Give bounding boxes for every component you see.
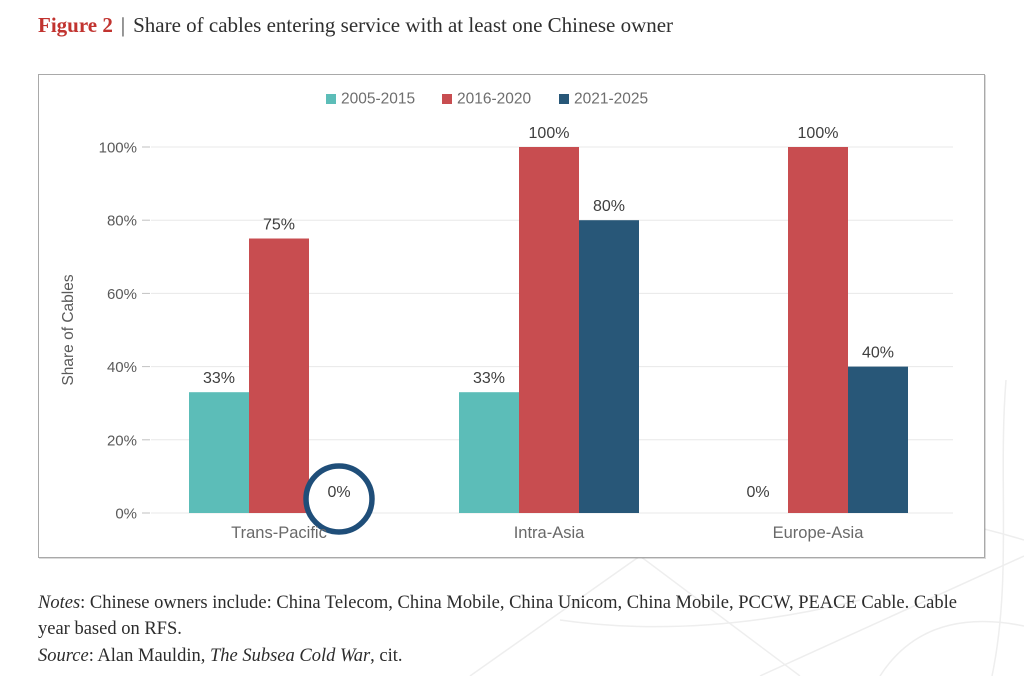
y-tick-label: 80% [107,213,137,230]
legend-swatch [326,94,336,104]
source-work-title: The Subsea Cold War [209,645,371,666]
source-label: Source [38,645,89,666]
bar-value-label: 33% [473,370,505,387]
y-tick-label: 0% [115,506,137,523]
bar-value-label: 40% [862,345,894,362]
bar-2005-2015-intra-asia [459,392,519,513]
bar-2016-2020-europe-asia [788,147,848,513]
bar-2016-2020-trans-pacific [249,238,309,513]
chart-panel: 0% 20% 40% 60% 80% 100% Share of Cables 2005-20… [38,74,985,558]
category-label-trans-pacific: Trans-Pacific [231,524,327,542]
y-tick-label: 40% [107,359,137,376]
legend-label: 2021-2025 [574,91,648,108]
zero-highlight-circle [303,463,375,535]
legend-label: 2005-2015 [341,91,415,108]
legend-item-2016-2020: 2016-2020 [442,91,532,108]
legend-item-2005-2015: 2005-2015 [326,91,415,108]
bar-2021-2025-europe-asia [848,366,908,513]
bar-2016-2020-intra-asia [519,147,579,513]
figure-number: Figure 2 [38,13,113,37]
legend-label: 2016-2020 [457,91,532,108]
bar-value-label: 33% [203,370,235,387]
y-axis-title: Share of Cables [60,274,77,385]
grouped-bar-chart: 0% 20% 40% 60% 80% 100% Share of Cables 2005-20… [39,75,984,557]
category-label-intra-asia: Intra-Asia [514,524,585,542]
figure-header: Figure 2 | Share of cables entering servic… [38,13,673,38]
notes-text: Notes: Chinese owners include: China Tel… [38,593,957,640]
y-tick-label: 60% [107,286,137,303]
legend-swatch [442,94,452,104]
bar-value-label: 75% [263,217,295,234]
bar-value-label: 100% [529,125,570,142]
bar-value-label: 0% [327,484,350,501]
y-tick-label: 20% [107,432,137,449]
figure-title: Share of cables entering service with at… [133,13,674,37]
category-label-europe-asia: Europe-Asia [773,524,865,542]
bar-value-label: 80% [593,198,625,215]
bar-value-label: 100% [798,125,839,142]
bar-value-label: 0% [746,484,769,501]
notes-label: Notes [38,593,81,613]
legend-item-2021-2025: 2021-2025 [559,91,648,108]
source-text: Source: Alan Mauldin, The Subsea Cold Wa… [38,645,403,666]
figure-footer: Notes: Chinese owners include: China Tel… [38,590,993,669]
legend-swatch [559,94,569,104]
bar-2021-2025-intra-asia [579,220,639,513]
figure-separator: | [120,13,126,37]
bar-2005-2015-trans-pacific [189,392,249,513]
y-tick-label: 100% [99,140,137,157]
